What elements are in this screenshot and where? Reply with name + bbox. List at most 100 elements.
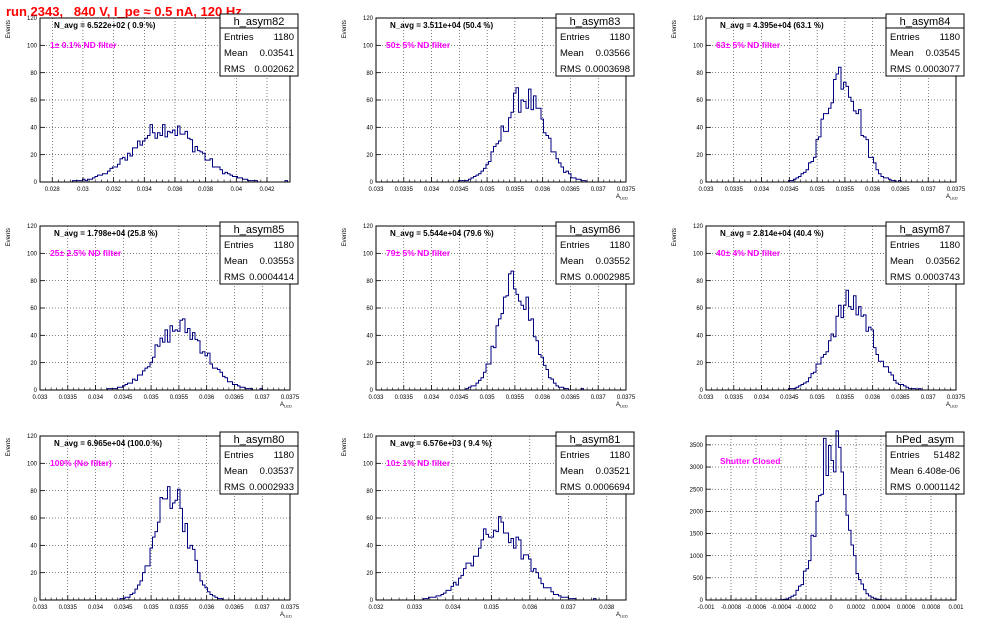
filter-annotation: 100% (No filter) (50, 458, 112, 468)
y-tick-label: 80 (366, 279, 373, 285)
x-tick-label: 0.03 (77, 187, 89, 193)
stats-label: Entries (224, 32, 254, 43)
x-tick-label: 0.036 (522, 605, 538, 611)
y-tick-label: 80 (30, 71, 37, 77)
stats-title: h_asym81 (570, 434, 621, 446)
y-tick-label: 20 (30, 361, 37, 367)
y-tick-label: 40 (366, 544, 373, 550)
x-tick-label: 0.035 (144, 395, 160, 401)
stats-value: 0.0003698 (585, 64, 630, 75)
y-tick-label: 1500 (690, 532, 704, 538)
histogram-panel-hPed_asym: -0.001 -0.0008 -0.0006 -0.0004 -0.0002 0 0.000… (690, 430, 965, 611)
y-axis-title: Events (342, 20, 348, 38)
x-tick-label: 0.0335 (725, 395, 744, 401)
y-axis-title: Events (672, 228, 678, 246)
x-tick-label: 0.037 (591, 187, 607, 193)
x-tick-label: -0.001 (697, 605, 715, 611)
y-axis-title: Events (342, 228, 348, 246)
stats-label: Entries (890, 32, 920, 43)
y-tick-label: 0 (34, 388, 38, 394)
x-tick-label: 0.035 (810, 395, 826, 401)
stats-label: RMS (890, 482, 911, 493)
y-tick-label: 120 (363, 434, 374, 440)
x-tick-label: 0.034 (88, 605, 104, 611)
histogram-line (40, 124, 290, 183)
y-tick-label: 0 (34, 180, 38, 186)
y-axis-title: Events (6, 20, 12, 38)
y-axis-title: Events (672, 20, 678, 38)
navg-label: N_avg = 6.965e+04 (100.0 %) (54, 439, 162, 448)
x-tick-label: 0.036 (865, 187, 881, 193)
x-tick-label: 0.037 (921, 395, 937, 401)
x-tick-label: 0.042 (259, 187, 275, 193)
y-tick-label: 60 (696, 98, 703, 104)
y-tick-label: 100 (27, 462, 38, 468)
x-tick-label: -0.0008 (721, 605, 742, 611)
x-tick-label: 0.034 (137, 187, 153, 193)
stats-label: RMS (560, 272, 581, 283)
histogram-line (40, 318, 290, 391)
x-tick-label: 0.035 (480, 395, 496, 401)
x-tick-label: -0.0006 (746, 605, 767, 611)
x-tick-label: 0.0355 (506, 395, 525, 401)
stats-value: 0.03552 (596, 256, 630, 267)
y-tick-label: 1000 (690, 554, 704, 560)
x-tick-label: 0.037 (921, 187, 937, 193)
histogram-panel-h_asym82: 0.028 0.03 0.032 0.034 0.036 0.038 0.04 0.042 0 2… (6, 13, 299, 193)
y-tick-label: 0 (370, 388, 374, 394)
x-tick-label: 0.0345 (114, 395, 133, 401)
y-tick-label: 100 (27, 44, 38, 50)
x-tick-label: 0.036 (199, 605, 215, 611)
x-tick-label: 0.035 (810, 187, 826, 193)
stats-value: 0.03553 (260, 256, 294, 267)
x-tick-label: 0.0345 (780, 187, 799, 193)
histogram-line (40, 486, 290, 601)
navg-label: N_avg = 5.544e+04 (79.6 %) (390, 229, 494, 238)
y-tick-label: 120 (27, 434, 38, 440)
x-tick-label: 0.0355 (836, 395, 855, 401)
stats-label: Entries (560, 240, 590, 251)
x-tick-label: 0.036 (865, 395, 881, 401)
y-axis-title: Events (6, 228, 12, 246)
y-axis-title: Events (6, 438, 12, 456)
x-tick-label: 0.0375 (617, 395, 636, 401)
histogram-line (376, 516, 626, 601)
y-tick-label: 20 (366, 571, 373, 577)
x-tick-label: 0.034 (424, 395, 440, 401)
y-axis-title: Events (342, 438, 348, 456)
x-tick-label: 0.0375 (281, 395, 300, 401)
navg-label: N_avg = 6.522e+02 ( 0.9 %) (54, 21, 156, 30)
y-tick-label: 100 (363, 252, 374, 258)
histogram-panel-h_asym84: 0.033 0.0335 0.034 0.0345 0.035 0.0355 0.036 0.… (672, 13, 966, 201)
x-axis-title: ALED (946, 194, 958, 201)
filter-annotation: 40± 4% ND filter (716, 248, 781, 258)
x-tick-label: 0.036 (199, 395, 215, 401)
stats-value: 0.03562 (926, 256, 960, 267)
stats-value: 6.408e-06 (917, 466, 960, 477)
y-tick-label: 100 (363, 462, 374, 468)
y-tick-label: 80 (696, 279, 703, 285)
x-tick-label: 0.0355 (170, 605, 189, 611)
stats-title: h_asym86 (570, 224, 621, 236)
y-tick-label: 2500 (690, 487, 704, 493)
y-tick-label: 500 (693, 576, 704, 582)
x-axis-title: ALED (616, 612, 628, 619)
filter-annotation: 25± 2.5% ND filter (50, 248, 122, 258)
histogram-panel-h_asym80: 0.033 0.0335 0.034 0.0345 0.035 0.0355 0.036 0.… (6, 431, 300, 619)
x-tick-label: 0.0345 (780, 395, 799, 401)
x-tick-label: 0.035 (144, 605, 160, 611)
y-tick-label: 40 (30, 126, 37, 132)
y-tick-label: 120 (363, 224, 374, 230)
x-tick-label: 0.0365 (561, 187, 580, 193)
stats-label: Entries (224, 240, 254, 251)
x-tick-label: 0.0004 (872, 605, 891, 611)
x-tick-label: 0 (829, 605, 833, 611)
stats-label: Mean (560, 466, 584, 477)
stats-title: h_asym87 (900, 224, 951, 236)
stats-value: 1180 (610, 32, 630, 43)
histogram-panel-h_asym86: 0.033 0.0335 0.034 0.0345 0.035 0.0355 0.036 0.… (342, 221, 636, 409)
x-tick-label: 0.0365 (561, 395, 580, 401)
histogram-panel-h_asym81: 0.032 0.033 0.034 0.035 0.036 0.037 0.038 0 20 40… (342, 431, 635, 619)
stats-label: Mean (224, 48, 248, 59)
x-tick-label: -0.0004 (771, 605, 792, 611)
